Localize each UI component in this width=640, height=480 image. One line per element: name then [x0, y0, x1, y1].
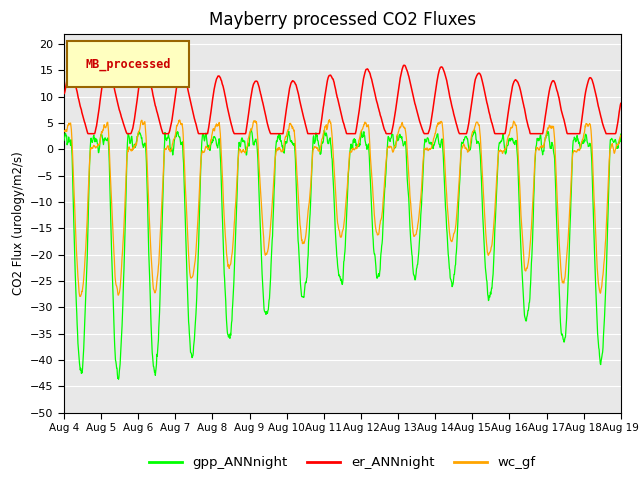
Legend: gpp_ANNnight, er_ANNnight, wc_gf: gpp_ANNnight, er_ANNnight, wc_gf — [143, 451, 541, 474]
Title: Mayberry processed CO2 Fluxes: Mayberry processed CO2 Fluxes — [209, 11, 476, 29]
Y-axis label: CO2 Flux (urology/m2/s): CO2 Flux (urology/m2/s) — [12, 151, 24, 295]
FancyBboxPatch shape — [67, 41, 189, 87]
Text: MB_processed: MB_processed — [85, 57, 171, 71]
